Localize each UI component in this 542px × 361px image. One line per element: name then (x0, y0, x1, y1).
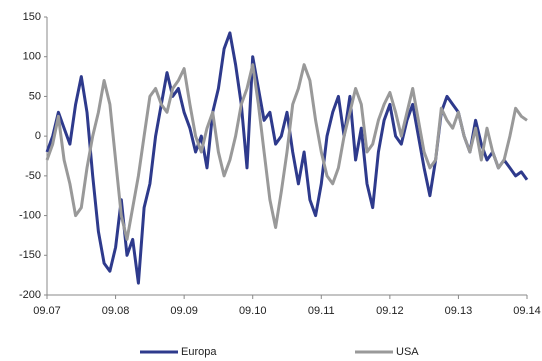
x-tick-label: 09.14 (513, 305, 541, 317)
y-tick-label: -200 (19, 289, 41, 301)
series-line (45, 31, 529, 285)
series-line (45, 63, 528, 241)
y-tick-label: -50 (25, 170, 41, 182)
x-tick-label: 09.08 (102, 305, 130, 317)
y-tick-label: 150 (23, 11, 41, 23)
y-tick-label: 50 (29, 90, 41, 102)
x-tick-label: 09.09 (170, 305, 198, 317)
x-tick-label: 09.12 (376, 305, 404, 317)
y-tick-label: -150 (19, 249, 41, 261)
legend-label: Europa (181, 346, 217, 358)
legend-label: USA (396, 346, 419, 358)
x-tick-label: 09.11 (308, 305, 335, 317)
y-tick-label: -100 (19, 209, 41, 221)
y-tick-label: 100 (23, 51, 41, 63)
x-tick-label: 09.10 (239, 305, 267, 317)
x-tick-label: 09.07 (33, 305, 61, 317)
y-tick-label: 0 (35, 130, 41, 142)
x-tick-label: 09.13 (445, 305, 473, 317)
